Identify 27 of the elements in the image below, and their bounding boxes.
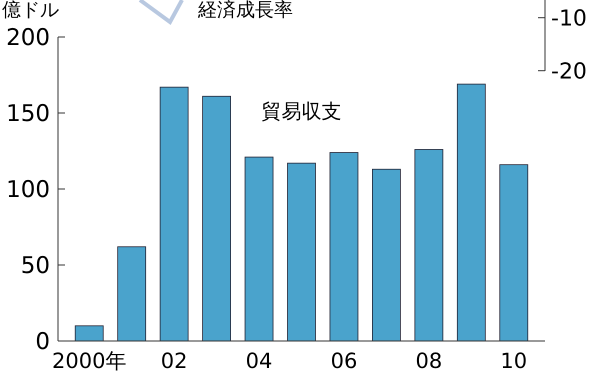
series-label: 貿易収支 xyxy=(262,99,342,123)
y-tick-label: 100 xyxy=(6,177,50,203)
x-tick-label: 04 xyxy=(246,349,272,373)
bar xyxy=(117,246,146,342)
x-tick-label: 06 xyxy=(330,349,358,373)
bar xyxy=(372,168,401,342)
text: -20 xyxy=(551,60,587,85)
y-tick-label: 150 xyxy=(6,101,50,127)
x-tick-label: 2000年 xyxy=(52,349,126,373)
y-tick-label: 0 xyxy=(35,329,50,355)
y-tick-label: 200 xyxy=(6,25,50,51)
x-tick-label: 10 xyxy=(500,349,528,373)
bar xyxy=(499,164,528,342)
y2-axis-title: 経済成長率 xyxy=(197,0,293,21)
bar xyxy=(287,162,316,342)
bar xyxy=(160,86,189,342)
x-tick-label: 08 xyxy=(415,349,442,373)
text: -10 xyxy=(551,6,587,32)
bar xyxy=(244,156,274,342)
y-tick-label: 50 xyxy=(20,253,50,279)
bar xyxy=(330,152,358,342)
bar xyxy=(456,84,486,342)
bar xyxy=(202,96,231,342)
y-axis-title: 億ドル xyxy=(2,0,59,21)
bar xyxy=(414,149,444,342)
x-tick-label: 02 xyxy=(160,349,188,373)
bar xyxy=(74,325,104,342)
